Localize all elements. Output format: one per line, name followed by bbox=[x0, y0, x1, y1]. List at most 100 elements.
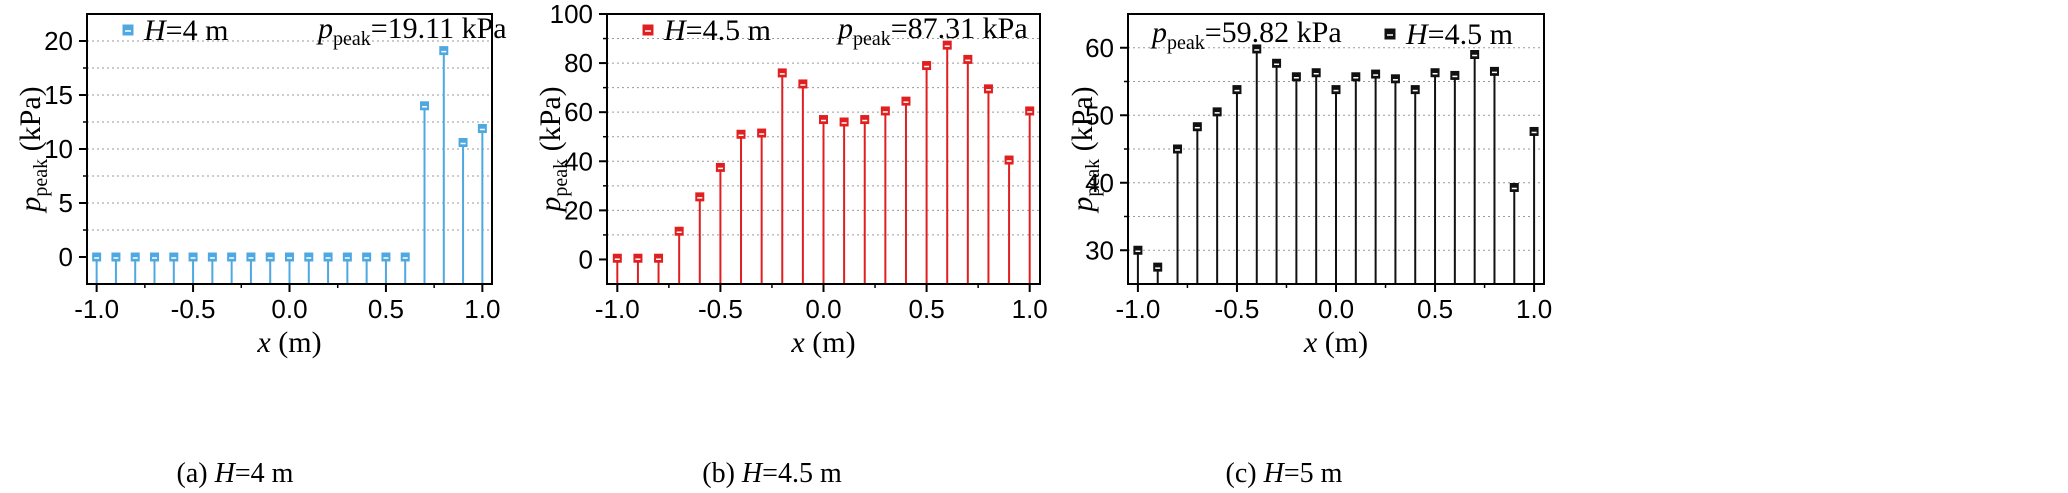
marker-box bbox=[1410, 85, 1420, 95]
marker-box bbox=[458, 138, 468, 148]
marker-box bbox=[1212, 107, 1222, 117]
data-point-7 bbox=[757, 128, 767, 138]
y-tick-label-4: 80 bbox=[564, 48, 593, 78]
marker-box bbox=[1025, 106, 1035, 116]
data-point-17 bbox=[420, 101, 429, 111]
data-point-4 bbox=[169, 252, 179, 262]
x-tick-label-0: -1.0 bbox=[1115, 294, 1160, 324]
data-point-6 bbox=[1252, 44, 1262, 54]
data-point-2 bbox=[1173, 144, 1183, 154]
chart-panel-b: -1.0 -0.5 0.0 0.5 1.0 0 20 40 60 80 100 x (m) ppeak … bbox=[534, 0, 1048, 489]
data-point-5 bbox=[188, 252, 198, 262]
marker-box bbox=[1390, 74, 1400, 84]
y-axis: 30 40 50 60 bbox=[1085, 33, 1128, 265]
x-tick-label-3: 0.5 bbox=[368, 294, 404, 324]
marker-box bbox=[819, 115, 828, 125]
y-tick-label-3: 60 bbox=[564, 97, 593, 127]
marker-box bbox=[1351, 72, 1361, 82]
marker-box bbox=[400, 252, 410, 262]
data-series bbox=[612, 40, 1035, 284]
marker-box bbox=[1173, 144, 1183, 154]
x-axis: -1.0 -0.5 0.0 0.5 1.0 bbox=[595, 284, 1048, 324]
y-tick-label-3: 15 bbox=[44, 80, 73, 110]
marker-box bbox=[207, 252, 217, 262]
marker-box bbox=[323, 252, 333, 262]
marker-box bbox=[150, 252, 159, 262]
x-tick-label-3: 0.5 bbox=[1417, 294, 1453, 324]
panel-caption: (a) H=4 m bbox=[177, 458, 294, 489]
data-point-14 bbox=[362, 252, 372, 262]
data-point-16 bbox=[1450, 70, 1460, 80]
y-tick-label-2: 40 bbox=[564, 146, 593, 176]
marker-box bbox=[285, 252, 294, 262]
peak-annotation: ppeak=59.82 kPa bbox=[1150, 16, 1342, 54]
data-point-7 bbox=[227, 252, 237, 262]
marker-box bbox=[381, 252, 391, 262]
data-point-3 bbox=[150, 252, 159, 262]
marker-box bbox=[1331, 85, 1341, 95]
data-point-8 bbox=[777, 68, 787, 78]
data-point-16 bbox=[400, 252, 410, 262]
data-point-4 bbox=[695, 192, 705, 202]
data-point-8 bbox=[246, 252, 256, 262]
data-point-15 bbox=[1430, 68, 1440, 78]
data-point-6 bbox=[207, 252, 217, 262]
panel-caption: (c) H=5 m bbox=[1226, 458, 1343, 489]
data-point-10 bbox=[819, 115, 828, 125]
data-point-12 bbox=[1371, 69, 1381, 79]
data-point-1 bbox=[111, 252, 121, 262]
marker-box bbox=[674, 226, 684, 236]
legend-marker bbox=[122, 24, 134, 36]
data-point-13 bbox=[880, 106, 890, 116]
marker-box bbox=[130, 252, 140, 262]
data-point-10 bbox=[285, 252, 294, 262]
legend: H=4.5 m bbox=[642, 14, 771, 47]
data-series bbox=[1133, 44, 1539, 284]
marker-box bbox=[227, 252, 237, 262]
legend-label: H=4.5 m bbox=[663, 14, 771, 47]
marker-box bbox=[1489, 66, 1499, 76]
x-tick-label-0: -1.0 bbox=[595, 294, 640, 324]
x-tick-label-1: -0.5 bbox=[171, 294, 216, 324]
marker-box bbox=[1509, 182, 1519, 192]
peak-annotation: ppeak=87.31 kPa bbox=[836, 12, 1028, 50]
x-axis: -1.0 -0.5 0.0 0.5 1.0 bbox=[1115, 284, 1552, 324]
data-point-11 bbox=[304, 252, 314, 262]
data-point-9 bbox=[265, 252, 275, 262]
marker-box bbox=[1430, 68, 1440, 78]
marker-box bbox=[963, 54, 973, 64]
data-point-0 bbox=[612, 253, 622, 263]
y-tick-label-1: 5 bbox=[59, 188, 73, 218]
marker-box bbox=[1272, 58, 1282, 68]
marker-box bbox=[798, 79, 808, 89]
y-tick-label-3: 60 bbox=[1085, 33, 1114, 63]
chart-panel-a: -1.0 -0.5 0.0 0.5 1.0 0 5 10 15 20 x (m) ppeak (kPa… bbox=[14, 12, 507, 489]
y-tick-label-5: 100 bbox=[550, 0, 593, 29]
marker-box bbox=[1192, 122, 1202, 132]
marker-box bbox=[736, 129, 746, 139]
data-point-15 bbox=[381, 252, 391, 262]
data-point-19 bbox=[458, 138, 468, 148]
data-point-14 bbox=[901, 96, 911, 106]
data-point-0 bbox=[92, 252, 102, 262]
y-axis-label: ppeak (kPa) bbox=[534, 86, 572, 213]
data-point-0 bbox=[1133, 245, 1143, 255]
data-point-19 bbox=[1509, 182, 1519, 192]
legend-marker bbox=[1384, 28, 1396, 40]
y-axis: 0 20 40 60 80 100 bbox=[550, 0, 607, 274]
y-tick-label-2: 50 bbox=[1085, 100, 1114, 130]
data-point-20 bbox=[477, 123, 487, 133]
x-tick-label-2: 0.0 bbox=[271, 294, 307, 324]
marker-box bbox=[983, 84, 993, 94]
marker-box bbox=[1311, 68, 1321, 78]
data-point-17 bbox=[963, 54, 973, 64]
x-axis-label: x (m) bbox=[256, 326, 321, 359]
marker-box bbox=[633, 253, 643, 263]
marker-box bbox=[839, 117, 849, 127]
marker-box bbox=[1450, 70, 1460, 80]
data-point-10 bbox=[1331, 85, 1341, 95]
legend: H=4 m bbox=[122, 14, 228, 47]
y-tick-label-1: 40 bbox=[1085, 168, 1114, 198]
marker-box bbox=[342, 252, 352, 262]
